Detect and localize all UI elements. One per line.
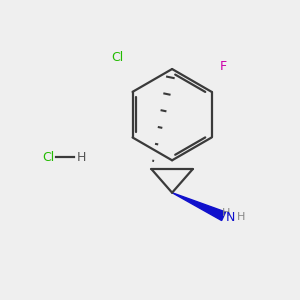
Text: Cl: Cl — [112, 51, 124, 64]
Text: N: N — [226, 211, 235, 224]
Text: H: H — [76, 151, 86, 164]
Text: H: H — [237, 212, 245, 222]
Polygon shape — [172, 193, 226, 220]
Text: H: H — [222, 208, 230, 218]
Text: Cl: Cl — [42, 151, 54, 164]
Text: F: F — [220, 60, 227, 73]
